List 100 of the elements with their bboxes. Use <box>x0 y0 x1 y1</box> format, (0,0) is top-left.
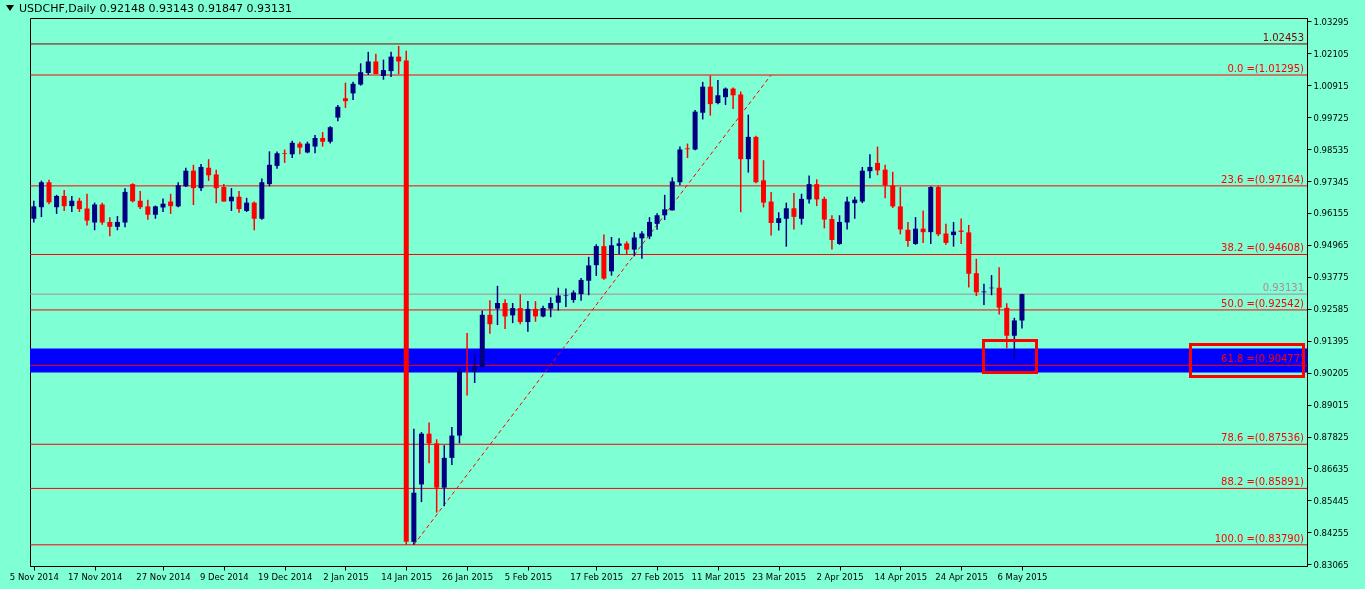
ref-line-label: 88.2 =(0.85891) <box>1221 476 1305 488</box>
candlestick <box>198 163 204 192</box>
candlestick <box>555 286 561 312</box>
ref-line-label: 0.0 =(1.01295) <box>1227 63 1305 75</box>
candlestick <box>578 277 584 302</box>
candlestick <box>69 195 75 213</box>
candlestick <box>593 243 599 277</box>
candlestick <box>145 198 151 221</box>
x-tick-label: 5 Nov 2014 <box>9 571 59 582</box>
y-tick-label: 0.94965 <box>1313 240 1349 251</box>
x-tick-label: 9 Dec 2014 <box>199 571 249 582</box>
candlestick <box>236 190 242 214</box>
candlestick <box>662 194 668 221</box>
y-tick-label: 0.91395 <box>1313 336 1349 347</box>
candlestick <box>99 201 105 226</box>
candlestick <box>449 426 455 466</box>
candlestick <box>525 300 531 333</box>
x-tick-label: 23 Mar 2015 <box>752 571 807 582</box>
y-tick-label: 0.86635 <box>1313 463 1349 474</box>
candlestick <box>61 189 67 212</box>
y-tick-label: 0.92585 <box>1313 304 1349 315</box>
x-tick-label: 17 Feb 2015 <box>570 571 624 582</box>
candlestick <box>342 81 348 109</box>
candlestick <box>776 211 782 232</box>
candlestick <box>388 51 394 78</box>
y-tick-label: 0.97345 <box>1313 176 1349 187</box>
candlestick <box>844 195 850 231</box>
candlestick <box>510 302 516 324</box>
ref-line-label: 23.6 =(0.97164) <box>1221 173 1305 185</box>
candlestick <box>791 192 797 231</box>
x-tick-label: 24 Apr 2015 <box>935 571 988 582</box>
ref-line-label: 1.02453 <box>1262 31 1304 43</box>
candlestick <box>206 158 212 182</box>
y-tick-label: 0.85445 <box>1313 495 1349 506</box>
y-tick-label: 1.00915 <box>1313 80 1349 91</box>
ref-line-label: 0.93131 <box>1262 282 1304 294</box>
candlestick <box>631 231 637 258</box>
candlestick <box>875 145 881 177</box>
candlestick <box>837 214 843 246</box>
x-tick-label: 27 Feb 2015 <box>631 571 685 582</box>
candlestick <box>745 113 751 174</box>
y-tick-label: 0.90205 <box>1313 368 1349 379</box>
candlestick <box>783 201 789 248</box>
chart-title: USDCHF,Daily 0.92148 0.93143 0.91847 0.93131 <box>19 1 293 15</box>
candlestick <box>981 282 987 306</box>
candlestick <box>586 256 592 296</box>
x-tick-label: 5 Feb 2015 <box>504 571 553 582</box>
candlestick <box>92 201 98 232</box>
candlestick <box>867 153 873 179</box>
y-tick-label: 1.03295 <box>1313 16 1349 27</box>
candlestick <box>84 193 90 227</box>
x-tick-label: 6 May 2015 <box>997 571 1048 582</box>
x-tick-label: 17 Nov 2014 <box>67 571 123 582</box>
x-tick-label: 27 Nov 2014 <box>136 571 191 582</box>
ref-line-label: 100.0 =(0.83790) <box>1214 532 1305 544</box>
y-tick-label: 0.84255 <box>1313 527 1349 538</box>
y-tick-label: 0.87825 <box>1313 432 1349 443</box>
candlestick <box>913 216 919 246</box>
candlestick <box>31 200 37 224</box>
candlestick <box>380 58 386 81</box>
candlestick <box>973 257 979 297</box>
candlestick <box>266 150 272 188</box>
candlestick <box>563 287 569 308</box>
candlestick <box>616 237 622 255</box>
candlestick <box>350 81 356 101</box>
ref-line-label: 78.6 =(0.87536) <box>1221 432 1305 444</box>
x-tick-label: 2 Jan 2015 <box>323 571 369 582</box>
candlestick <box>799 193 805 226</box>
ref-line-label: 38.2 =(0.94608) <box>1221 242 1305 254</box>
candlestick <box>494 285 500 326</box>
y-tick-label: 0.99725 <box>1313 112 1349 123</box>
candlestick <box>175 181 181 208</box>
candlestick <box>365 51 371 76</box>
candlestick <box>1011 317 1017 361</box>
y-tick-label: 0.98535 <box>1313 144 1349 155</box>
candlestick <box>312 134 318 155</box>
candlestick <box>251 200 257 232</box>
candlestick <box>821 195 827 230</box>
candlestick <box>358 62 364 87</box>
candlestick <box>905 221 911 248</box>
candlestick <box>548 296 554 318</box>
candlestick <box>54 194 60 215</box>
candlestick <box>639 230 645 260</box>
x-tick-label: 26 Jan 2015 <box>442 571 494 582</box>
x-tick-label: 2 Apr 2015 <box>816 571 864 582</box>
candlestick <box>107 216 113 237</box>
y-tick-label: 0.96155 <box>1313 208 1349 219</box>
candlestick <box>829 214 835 251</box>
y-tick-label: 0.89015 <box>1313 400 1349 411</box>
candlestick <box>647 216 652 240</box>
candlestick <box>943 223 949 246</box>
y-tick-label: 0.83065 <box>1313 559 1349 570</box>
x-tick-label: 14 Apr 2015 <box>874 571 928 582</box>
ref-line-label: 61.8 =(0.90477) <box>1221 353 1305 365</box>
x-tick-label: 19 Dec 2014 <box>257 571 313 582</box>
y-tick-label: 1.02105 <box>1313 48 1349 59</box>
candlestick <box>806 174 812 205</box>
x-tick-label: 14 Jan 2015 <box>381 571 433 582</box>
ref-line-label: 50.0 =(0.92542) <box>1221 297 1305 309</box>
candlestick <box>715 79 721 105</box>
